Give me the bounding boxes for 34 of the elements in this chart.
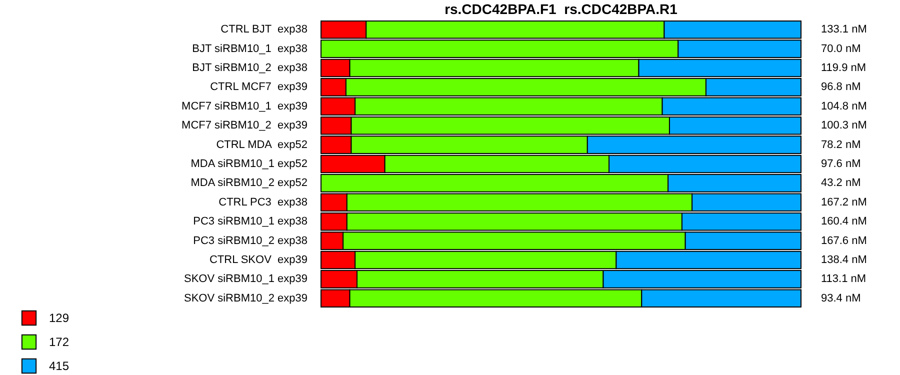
y-tick-label: MDA siRBM10_2 exp52 (190, 177, 308, 190)
text: 104.8 nM (821, 100, 867, 112)
text: 167.2 nM (821, 196, 867, 208)
text: 43.2 nM (821, 177, 861, 190)
y-tick-label: MCF7 siRBM10_1 exp39 (182, 100, 308, 112)
y-tick-label: BJT siRBM10_1 exp38 (192, 42, 308, 55)
y-tick-label: CTRL MCF7 exp39 (210, 81, 308, 94)
legend-label: 129 (49, 311, 70, 325)
text: 160.4 nM (821, 216, 867, 228)
y-tick-label: CTRL BJT exp38 (220, 24, 308, 36)
y-tick-label: CTRL MDA exp52 (216, 138, 308, 151)
text: 96.8 nM (821, 81, 861, 94)
y-tick-label: BJT siRBM10_2 exp38 (192, 62, 308, 74)
y-tick-label: SKOV siRBM10_2 exp39 (184, 292, 308, 304)
chart-title: rs.CDC42BPA.F1 rs.CDC42BPA.R1 (444, 1, 678, 17)
text: 93.4 nM (821, 292, 861, 304)
y-tick-label: CTRL PC3 exp38 (218, 196, 308, 208)
legend-label: 415 (49, 359, 70, 373)
text: 119.9 nM (821, 62, 866, 74)
y-tick-label: SKOV siRBM10_1 exp39 (184, 273, 308, 286)
y-tick-label: PC3 siRBM10_1 exp38 (193, 216, 308, 228)
y-tick-label: MDA siRBM10_1 exp52 (190, 158, 308, 170)
text: 167.6 nM (821, 234, 867, 247)
text: 113.1 nM (821, 273, 866, 286)
legend-label: 172 (49, 335, 70, 349)
text: 78.2 nM (821, 138, 861, 151)
text: 97.6 nM (821, 158, 861, 170)
text: 133.1 nM (821, 24, 867, 36)
y-tick-label: PC3 siRBM10_2 exp38 (193, 234, 308, 247)
text: 70.0 nM (821, 42, 861, 55)
text: 138.4 nM (821, 254, 867, 266)
text: 100.3 nM (821, 120, 867, 132)
y-tick-label: MCF7 siRBM10_2 exp39 (182, 120, 308, 132)
y-tick-label: CTRL SKOV exp39 (209, 254, 308, 266)
